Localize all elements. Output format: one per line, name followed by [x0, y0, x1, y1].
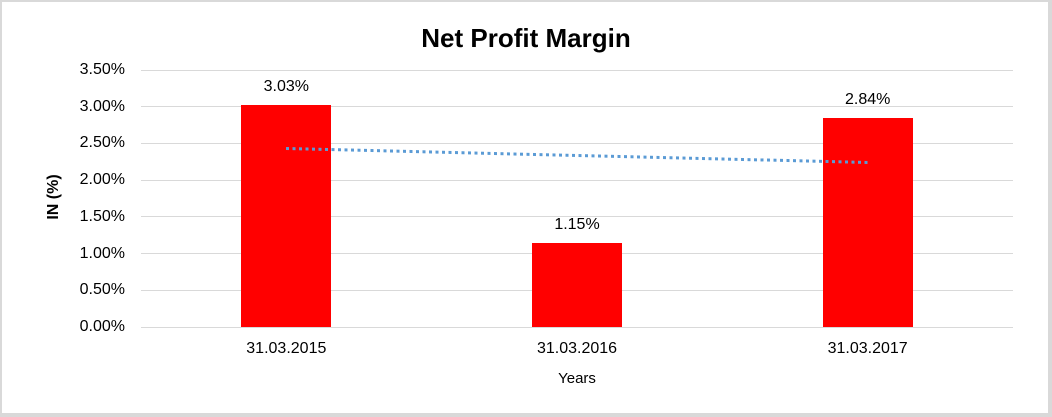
- y-tick-label: 3.00%: [79, 97, 125, 115]
- gridline: [141, 142, 1013, 144]
- gridline: [141, 69, 1013, 71]
- x-tick-label: 31.03.2017: [827, 340, 908, 357]
- bar-31.03.2017: [822, 118, 913, 327]
- trendline: [286, 146, 868, 164]
- bar-31.03.2016: [532, 242, 622, 327]
- gridline: [141, 326, 1013, 328]
- data-label: 3.03%: [263, 77, 310, 95]
- data-label: 1.15%: [554, 215, 600, 233]
- x-axis-title: Years: [558, 370, 596, 387]
- gridline: [141, 216, 1013, 218]
- y-tick-label: 2.00%: [79, 171, 125, 189]
- y-tick-label: 0.00%: [79, 318, 125, 335]
- y-tick-label: 0.50%: [79, 281, 125, 299]
- plot-area: 0.00% 0.50% 1.00% 1.50% 2.00% 2.50% 3.00% 3.50%…: [80, 61, 1013, 357]
- gridline: [141, 106, 1013, 108]
- gridline: [141, 179, 1013, 181]
- y-tick-label: 1.50%: [79, 207, 125, 225]
- x-tick-label: 31.03.2015: [246, 340, 327, 357]
- chart-title: Net Profit Margin: [421, 23, 631, 53]
- data-label: 2.84%: [844, 91, 891, 109]
- y-tick-label: 3.50%: [79, 61, 125, 78]
- y-tick-label: 1.00%: [79, 244, 125, 262]
- bar-31.03.2015: [241, 104, 332, 327]
- x-tick-label: 31.03.2016: [536, 340, 618, 357]
- y-tick-label: 2.50%: [79, 134, 125, 152]
